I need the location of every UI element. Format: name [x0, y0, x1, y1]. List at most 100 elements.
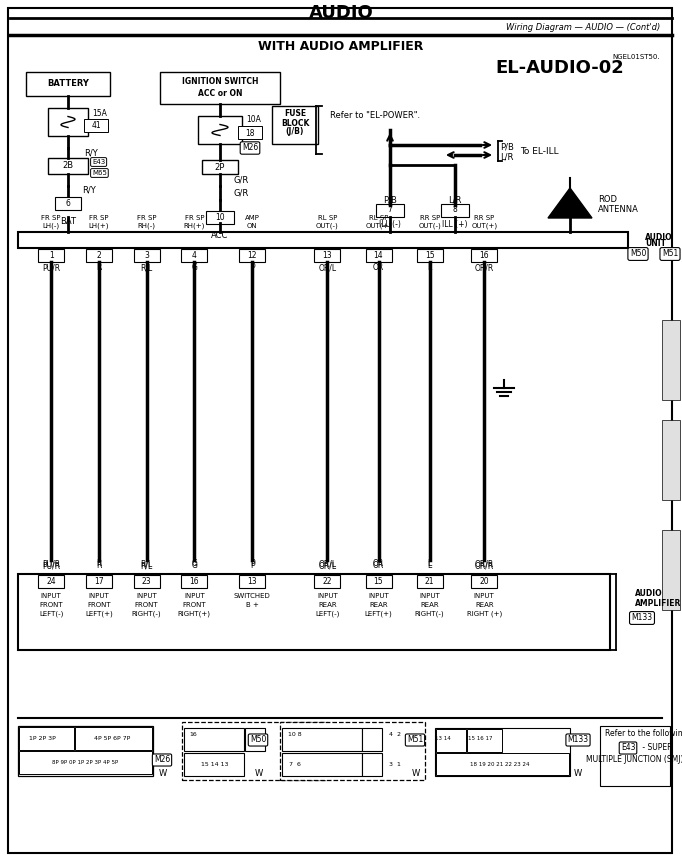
Bar	[38, 249, 64, 262]
Text: INPUT: INPUT	[184, 593, 205, 599]
Bar	[184, 753, 244, 776]
Text: WITH AUDIO AMPLIFIER: WITH AUDIO AMPLIFIER	[258, 40, 424, 53]
Bar	[417, 249, 443, 262]
Text: RL SP: RL SP	[318, 215, 337, 221]
Bar	[662, 420, 680, 500]
Text: INPUT: INPUT	[41, 593, 61, 599]
Text: BAT: BAT	[60, 216, 76, 226]
Text: RIGHT (+): RIGHT (+)	[466, 610, 502, 617]
Bar	[366, 574, 391, 587]
Bar	[84, 119, 108, 132]
Text: 7  6: 7 6	[289, 761, 301, 766]
Text: M26: M26	[242, 144, 258, 152]
Text: P/B: P/B	[383, 195, 397, 205]
Text: OR: OR	[373, 560, 384, 568]
Bar	[239, 249, 265, 262]
Text: 13: 13	[248, 577, 257, 585]
Text: IGNITION SWITCH: IGNITION SWITCH	[181, 77, 258, 86]
Text: FR SP: FR SP	[137, 215, 156, 221]
Text: E43: E43	[621, 744, 635, 753]
Text: FRONT: FRONT	[87, 602, 110, 608]
Text: LH(-): LH(-)	[42, 223, 60, 229]
Text: REAR: REAR	[318, 602, 337, 608]
Text: M50: M50	[629, 250, 646, 258]
Text: 41: 41	[91, 121, 101, 131]
Text: R/L: R/L	[140, 560, 153, 568]
Text: ANTENNA: ANTENNA	[598, 206, 639, 214]
Text: FRONT: FRONT	[135, 602, 158, 608]
Text: R/L: R/L	[140, 263, 153, 272]
Text: Refer to the following.: Refer to the following.	[605, 729, 682, 739]
Bar	[366, 249, 391, 262]
Text: OUT(+): OUT(+)	[366, 223, 391, 229]
Text: REAR: REAR	[420, 602, 439, 608]
Text: RL SP: RL SP	[369, 215, 388, 221]
Text: 10 8: 10 8	[288, 732, 302, 736]
Bar	[362, 728, 382, 751]
Bar	[134, 249, 160, 262]
Text: FR SP: FR SP	[89, 215, 108, 221]
Text: ON: ON	[247, 223, 258, 229]
Text: R/L: R/L	[140, 561, 153, 571]
Text: OR/R: OR/R	[475, 263, 494, 272]
Bar	[600, 726, 670, 786]
Text: 4: 4	[192, 251, 197, 259]
Text: INPUT: INPUT	[89, 593, 109, 599]
Text: INPUT: INPUT	[419, 593, 440, 599]
Bar	[417, 574, 443, 587]
Text: RIGHT(-): RIGHT(-)	[415, 610, 445, 617]
Text: 3: 3	[144, 251, 149, 259]
Text: FUSE: FUSE	[284, 109, 306, 119]
Text: E43: E43	[92, 159, 105, 165]
Text: AMPLIFIER: AMPLIFIER	[635, 599, 681, 609]
Bar	[238, 126, 262, 139]
Text: M65: M65	[92, 170, 107, 176]
Text: 4  2: 4 2	[389, 732, 401, 736]
Text: To EL-ILL: To EL-ILL	[520, 146, 559, 156]
Text: RIGHT(+): RIGHT(+)	[178, 610, 211, 617]
Text: OR: OR	[373, 561, 384, 571]
Text: M133: M133	[632, 614, 653, 623]
Text: AUDIO: AUDIO	[635, 590, 663, 598]
Text: 10A: 10A	[246, 115, 261, 125]
Text: M133: M133	[567, 735, 589, 745]
Text: OR/L: OR/L	[318, 560, 336, 568]
Text: 18: 18	[246, 128, 255, 138]
Text: R/Y: R/Y	[84, 148, 98, 158]
Text: 14: 14	[374, 251, 383, 259]
Text: P: P	[250, 560, 254, 568]
Text: 13 14: 13 14	[435, 735, 451, 740]
Bar	[75, 727, 152, 750]
Text: ROD: ROD	[598, 195, 617, 205]
Text: 21: 21	[425, 577, 434, 585]
Text: EL-AUDIO-02: EL-AUDIO-02	[496, 59, 625, 77]
Text: L: L	[428, 560, 432, 568]
Text: M51: M51	[407, 735, 423, 745]
Bar	[86, 249, 112, 262]
Text: G: G	[192, 561, 197, 571]
Text: L/R: L/R	[500, 152, 514, 162]
Text: 22: 22	[323, 577, 332, 585]
Text: G: G	[192, 263, 197, 272]
Bar	[18, 574, 610, 650]
Bar	[239, 574, 265, 587]
Text: INPUT: INPUT	[368, 593, 389, 599]
Text: 15: 15	[374, 577, 383, 585]
Text: LH(+): LH(+)	[89, 223, 109, 229]
Bar	[662, 320, 680, 400]
Text: SWITCHED: SWITCHED	[234, 593, 271, 599]
Bar	[314, 249, 340, 262]
Text: LEFT(+): LEFT(+)	[85, 610, 113, 617]
Text: 10: 10	[216, 213, 225, 221]
Bar	[471, 574, 497, 587]
Bar	[206, 210, 234, 224]
Text: W: W	[255, 769, 263, 777]
Text: 16: 16	[190, 577, 199, 585]
Bar	[48, 158, 88, 174]
Text: FR SP: FR SP	[42, 215, 61, 221]
Text: INPUT: INPUT	[474, 593, 494, 599]
Bar	[467, 729, 502, 752]
Text: 13: 13	[323, 251, 332, 259]
Text: P: P	[250, 561, 254, 571]
Text: G: G	[192, 560, 197, 568]
